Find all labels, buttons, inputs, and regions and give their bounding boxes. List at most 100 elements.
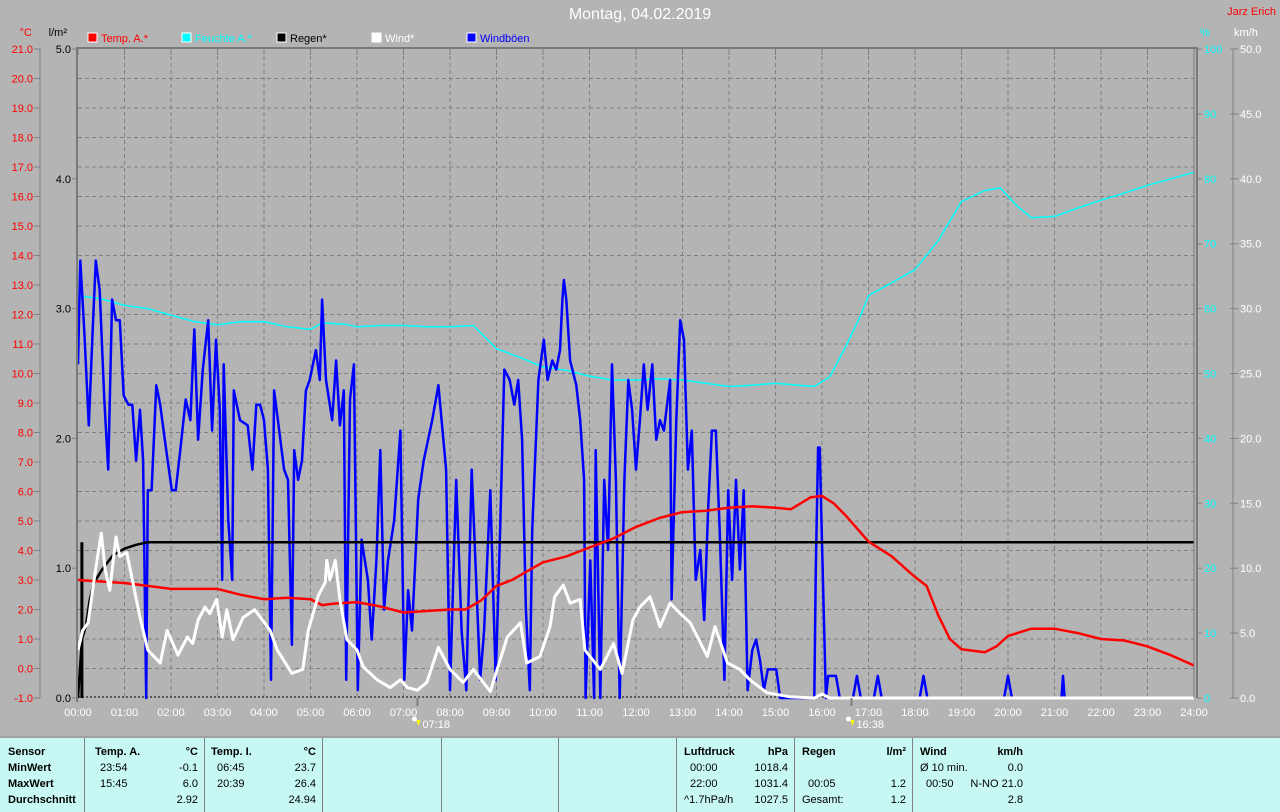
wind-tick-label: 10.0 <box>1240 563 1261 575</box>
x-tick-label: 15:00 <box>762 707 790 719</box>
wind-avg10-label: Ø 10 min. <box>920 762 968 774</box>
min-time-temp-a: 23:54 <box>100 762 128 774</box>
label-min: MinWert <box>8 762 52 774</box>
sunset-time-label: 16:38 <box>856 719 884 731</box>
rain-max: 1.2 <box>890 778 906 790</box>
x-tick-label: 18:00 <box>901 707 929 719</box>
x-tick-label: 11:00 <box>576 707 603 719</box>
max-temp-i: 26.4 <box>294 778 316 790</box>
col-empty-3 <box>559 738 677 812</box>
series-line-wind-1 <box>76 259 1194 700</box>
col-temp-i: Temp. I. °C 06:45 23.7 20:39 26.4 24.94 <box>205 738 323 812</box>
pressure-min-time: 00:00 <box>690 762 718 774</box>
temp-tick-label: 20.0 <box>12 74 33 86</box>
temp-tick-label: 11.0 <box>12 339 33 351</box>
hum-tick-label: 70 <box>1204 239 1216 251</box>
pressure-avg: 1027.5 <box>754 794 788 806</box>
hum-tick-label: 50 <box>1204 369 1216 381</box>
legend-swatch <box>87 32 98 43</box>
avg-temp-i: 24.94 <box>288 794 316 806</box>
rain-tick-label: 2.0 <box>56 433 71 445</box>
label-max: MaxWert <box>8 778 54 790</box>
legend-swatch <box>466 32 477 43</box>
temp-tick-label: 12.0 <box>12 310 33 322</box>
hum-tick-label: 80 <box>1204 174 1216 186</box>
unit-temp-a: °C <box>185 746 198 758</box>
temp-tick-label: 17.0 <box>12 162 33 174</box>
rain-tick-label: 1.0 <box>56 563 71 575</box>
temp-tick-label: 8.0 <box>18 428 33 440</box>
col-pressure: Luftdruck hPa 00:00 1018.4 22:00 1031.4 … <box>677 738 795 812</box>
page-title: Montag, 04.02.2019 <box>568 6 712 23</box>
rain-tick-label: 0.0 <box>56 693 71 705</box>
temp-tick-label: 0.0 <box>18 664 33 676</box>
temp-tick-label: 4.0 <box>18 546 33 558</box>
x-tick-label: 21:00 <box>1041 707 1069 719</box>
col-empty-1 <box>323 738 442 812</box>
stats-table: Sensor MinWert MaxWert Durchschnitt Temp… <box>0 736 1280 812</box>
x-tick-label: 01:00 <box>111 707 139 719</box>
legend-swatch <box>276 32 287 43</box>
legend-item: Regen* <box>290 33 327 45</box>
unit-pressure: hPa <box>767 746 788 758</box>
rain-total: 1.2 <box>890 794 906 806</box>
series-line-hum-0 <box>77 171 1195 388</box>
temp-tick-label: 3.0 <box>18 575 33 587</box>
wind-tick-label: 45.0 <box>1240 109 1261 121</box>
min-temp-i: 23.7 <box>294 762 316 774</box>
temp-tick-label: 7.0 <box>18 457 33 469</box>
avg-temp-a: 2.92 <box>176 794 198 806</box>
wind-avg: 2.8 <box>1007 794 1023 806</box>
wind-max: N-NO 21.0 <box>970 778 1023 790</box>
x-tick-label: 09:00 <box>483 707 511 719</box>
wind-tick-label: 0.0 <box>1240 693 1255 705</box>
legend-item: Windböen <box>480 33 530 45</box>
sunrise-arrow-icon <box>416 720 421 726</box>
min-temp-a: -0.1 <box>179 762 198 774</box>
header-rain: Regen <box>802 746 836 758</box>
max-temp-a: 6.0 <box>182 778 198 790</box>
x-tick-label: 13:00 <box>669 707 697 719</box>
unit-wind: km/h <box>997 746 1023 758</box>
rain-tick-label: 3.0 <box>56 304 71 316</box>
hum-tick-label: 90 <box>1204 109 1216 121</box>
legend-item: Wind* <box>385 33 415 45</box>
hum-tick-label: 40 <box>1204 433 1216 445</box>
sunset-icon <box>845 716 851 722</box>
x-tick-label: 07:00 <box>390 707 418 719</box>
temp-tick-label: 14.0 <box>12 251 33 263</box>
wind-tick-label: 20.0 <box>1240 433 1261 445</box>
temp-tick-label: 21.0 <box>12 44 33 56</box>
rain-max-time: 00:05 <box>808 778 836 790</box>
temp-tick-label: 10.0 <box>12 369 33 381</box>
temp-tick-label: 18.0 <box>12 133 33 145</box>
x-tick-label: 19:00 <box>948 707 976 719</box>
sunset-arrow-icon <box>850 720 855 726</box>
unit-temp-i: °C <box>303 746 316 758</box>
user-name: Jarz Erich <box>1227 6 1276 18</box>
x-tick-label: 02:00 <box>157 707 185 719</box>
unit-rain: l/m² <box>886 746 906 758</box>
temp-tick-label: 16.0 <box>12 192 33 204</box>
wind-tick-label: 5.0 <box>1240 628 1255 640</box>
temp-tick-label: 5.0 <box>18 516 33 528</box>
x-tick-label: 05:00 <box>297 707 325 719</box>
col-empty-2 <box>442 738 559 812</box>
x-tick-label: 06:00 <box>343 707 371 719</box>
x-tick-label: 22:00 <box>1087 707 1115 719</box>
col-wind: Wind km/h Ø 10 min. 0.0 00:50 N-NO 21.0 … <box>913 738 1031 812</box>
wind-tick-label: 50.0 <box>1240 44 1261 56</box>
temp-tick-label: 2.0 <box>18 605 33 617</box>
temp-tick-label: 19.0 <box>12 103 33 115</box>
hum-tick-label: 10 <box>1204 628 1216 640</box>
legend-swatch <box>181 32 192 43</box>
x-tick-label: 00:00 <box>64 707 92 719</box>
pressure-max-time: 22:00 <box>690 778 718 790</box>
hum-tick-label: 100 <box>1204 44 1222 56</box>
temp-tick-label: 6.0 <box>18 487 33 499</box>
wind-unit-label: km/h <box>1234 27 1258 39</box>
wind-tick-label: 30.0 <box>1240 304 1261 316</box>
rain-unit-label: l/m² <box>49 27 68 39</box>
wind-tick-label: 25.0 <box>1240 369 1261 381</box>
label-avg: Durchschnitt <box>8 794 76 806</box>
